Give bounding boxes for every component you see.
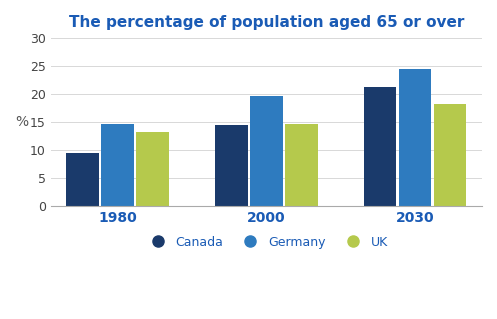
Legend: Canada, Germany, UK: Canada, Germany, UK — [140, 231, 393, 254]
Bar — [101, 124, 134, 206]
Bar — [364, 87, 397, 206]
Bar — [136, 132, 169, 206]
Bar — [434, 104, 466, 206]
Bar — [250, 96, 283, 206]
Bar — [399, 69, 431, 206]
Title: The percentage of population aged 65 or over: The percentage of population aged 65 or … — [69, 15, 464, 30]
Bar — [285, 124, 318, 206]
Bar — [66, 153, 99, 206]
Y-axis label: %: % — [15, 115, 28, 129]
Bar — [215, 125, 248, 206]
